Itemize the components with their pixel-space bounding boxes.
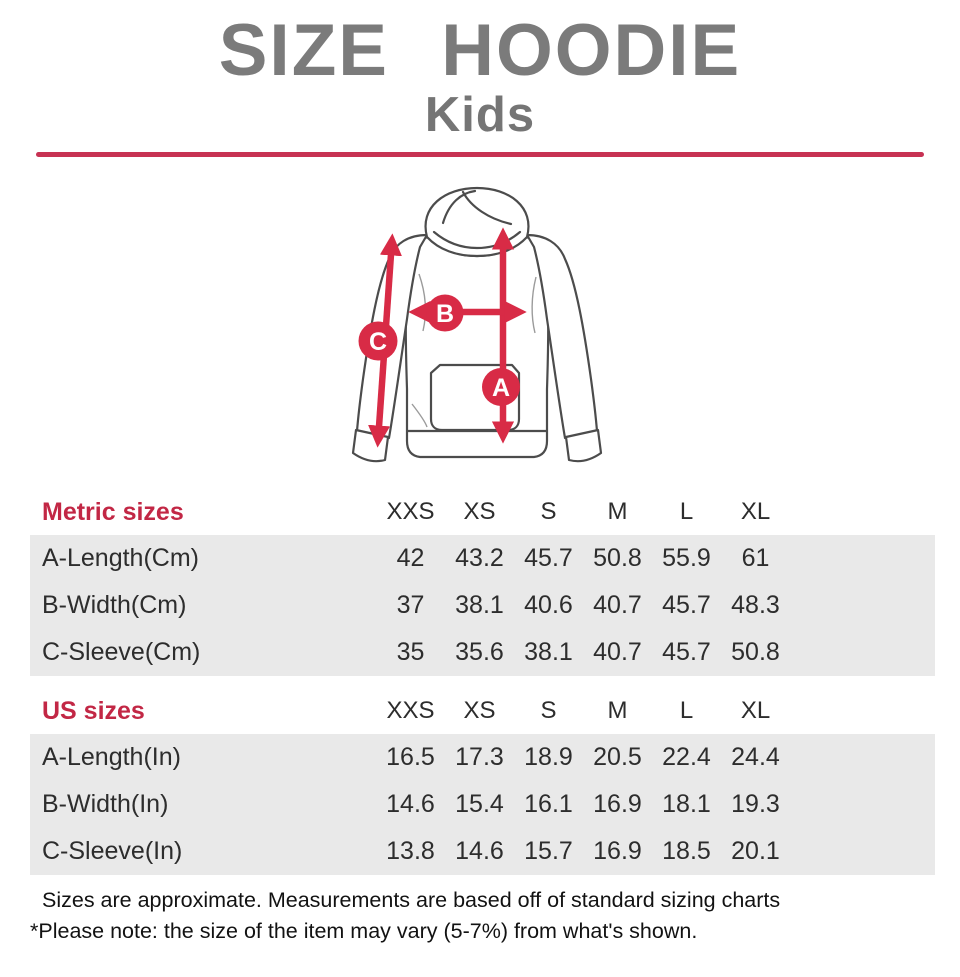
size-cell: 18.5 [662,837,711,865]
size-cell: 40.6 [524,591,573,619]
table-row: A-Length(Cm) 42 43.2 45.7 50.8 55.9 61 [30,535,935,582]
size-cell: 35 [396,638,425,666]
size-cell: 48.3 [731,591,780,619]
marker-b-letter: B [436,300,454,328]
size-column-header: XXS [386,498,435,525]
row-label: A-Length(Cm) [42,544,199,572]
row-label: C-Sleeve(Cm) [42,638,201,666]
table-row: B-Width(Cm) 37 38.1 40.6 40.7 45.7 48.3 [30,582,935,629]
size-cell: 16.9 [593,837,642,865]
marker-c-letter: C [369,328,387,356]
footer-note-1: Sizes are approximate. Measurements are … [42,888,781,912]
table-row: B-Width(In) 14.6 15.4 16.1 16.9 18.1 19.… [30,781,935,828]
diagram-area: A B C [0,179,960,479]
table-row: C-Sleeve(In) 13.8 14.6 15.7 16.9 18.5 20… [30,828,935,875]
size-cell: 50.8 [731,638,780,666]
size-cell: 16.9 [593,790,642,818]
size-cell: 55.9 [662,544,711,572]
metric-table-body: A-Length(Cm) 42 43.2 45.7 50.8 55.9 61 B… [30,535,935,676]
marker-a-letter: A [492,374,510,402]
row-label: B-Width(Cm) [42,591,187,619]
us-section-title: US sizes [42,696,145,725]
size-cell: 16.1 [524,790,573,818]
us-table-body: A-Length(In) 16.5 17.3 18.9 20.5 22.4 24… [30,734,935,875]
size-cell: 14.6 [386,790,435,818]
size-cell: 61 [741,544,770,572]
size-cell: 14.6 [455,837,504,865]
size-column-header: L [679,697,694,724]
size-cell: 38.1 [455,591,504,619]
size-column-header: XS [463,697,496,724]
table-row: C-Sleeve(Cm) 35 35.6 38.1 40.7 45.7 50.8 [30,629,935,676]
size-column-header: XXS [386,697,435,724]
footer-note-2: *Please note: the size of the item may v… [30,919,698,943]
size-cell: 16.5 [386,743,435,771]
marker-c-circle [358,321,398,361]
size-cell: 37 [396,591,425,619]
row-label: A-Length(In) [42,743,181,771]
size-column-header: M [607,498,628,525]
metric-section-title: Metric sizes [42,497,184,526]
size-column-header: XS [463,498,496,525]
size-cell: 38.1 [524,638,573,666]
size-column-header: S [540,498,557,525]
size-cell: 17.3 [455,743,504,771]
size-cell: 45.7 [524,544,573,572]
size-column-header: XL [740,697,771,724]
size-cell: 15.4 [455,790,504,818]
size-cell: 50.8 [593,544,642,572]
size-cell: 35.6 [455,638,504,666]
size-column-header: L [679,498,694,525]
size-cell: 22.4 [662,743,711,771]
size-column-header: S [540,697,557,724]
size-cell: 43.2 [455,544,504,572]
marker-b-circle [426,294,464,332]
size-cell: 40.7 [593,591,642,619]
size-cell: 42 [396,544,425,572]
page-title: SIZE HOODIE [218,10,742,91]
size-cell: 40.7 [593,638,642,666]
red-divider [36,152,924,157]
hoodie-outline [351,186,603,463]
size-cell: 45.7 [662,638,711,666]
size-cell: 20.5 [593,743,642,771]
marker-a-circle [482,368,520,406]
size-cell: 18.9 [524,743,573,771]
size-cell: 45.7 [662,591,711,619]
footer-notes: Sizes are approximate. Measurements are … [30,885,930,947]
size-table-metric: Metric sizes XXS XS S M L XL A-Length(Cm… [30,489,935,875]
row-label: B-Width(In) [42,790,169,818]
table-row: A-Length(In) 16.5 17.3 18.9 20.5 22.4 24… [30,734,935,781]
size-chart-page: SIZE HOODIE Kids [0,14,960,977]
size-column-header: XL [740,498,771,525]
size-cell: 24.4 [731,743,780,771]
hoodie-measurement-diagram: A B C [351,186,603,463]
size-column-header: M [607,697,628,724]
size-cell: 18.1 [662,790,711,818]
metric-header-row: Metric sizes XXS XS S M L XL [30,489,935,535]
row-label: C-Sleeve(In) [42,837,183,865]
size-cell: 13.8 [386,837,435,865]
page-subtitle: Kids [424,88,536,142]
size-cell: 15.7 [524,837,573,865]
size-cell: 20.1 [731,837,780,865]
size-cell: 19.3 [731,790,780,818]
us-header-row: US sizes XXS XS S M L XL [30,688,935,734]
